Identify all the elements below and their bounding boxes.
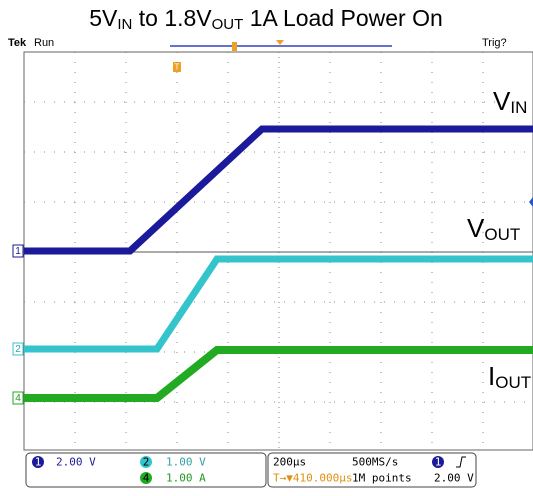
trigger-marker-box <box>173 62 181 72</box>
iout-trace <box>24 346 533 402</box>
trigger-source: 1 <box>435 456 442 469</box>
ch4-marker: 4 <box>15 393 21 404</box>
ch2-badge <box>140 456 152 468</box>
ch2-scale: 1.00 V <box>166 456 206 469</box>
ch2-marker-box <box>12 342 24 356</box>
trigger-source-badge <box>432 456 444 468</box>
trigger-position: T→▼410.000µs <box>273 472 352 485</box>
trigger-slope <box>456 456 466 468</box>
ch4-marker-box <box>12 391 24 405</box>
brand: Tek <box>8 37 27 49</box>
ch1-marker-box <box>12 244 24 258</box>
ch4-number: 4 <box>143 472 150 485</box>
trigger-state: Trig? <box>482 37 507 49</box>
ch4-badge <box>140 472 152 484</box>
run-state: Run <box>34 37 54 49</box>
ch1-scale: 2.00 V <box>56 456 96 469</box>
timebase: 200µs <box>273 456 306 469</box>
vout-trace <box>24 255 533 353</box>
trigger-marker: T <box>175 63 180 72</box>
readout: 1 2.00 V 2 1.00 V 4 1.00 A 200µs 500MS/s… <box>25 452 477 488</box>
ch4-scale: 1.00 A <box>166 472 206 485</box>
record-length: 1M points <box>352 472 412 485</box>
ch1-marker: 1 <box>15 246 21 257</box>
vout-label: VOUT <box>467 213 520 245</box>
view-marker <box>232 42 237 51</box>
trigger-arrow <box>276 40 284 45</box>
sample-rate: 500MS/s <box>352 456 398 469</box>
title: 5VIN to 1.8VOUT 1A Load Power On <box>89 5 443 33</box>
ch1-badge <box>32 456 44 468</box>
channel-box <box>25 452 267 488</box>
vin-label: VIN <box>493 86 527 118</box>
trigger-level-marker <box>529 197 533 207</box>
iout-label: IOUT <box>488 361 531 393</box>
time-box <box>267 452 477 488</box>
vin-trace <box>24 125 533 255</box>
ch2-number: 2 <box>143 456 150 469</box>
ch1-number: 1 <box>35 456 42 469</box>
trigger-level: 2.00 V <box>434 472 474 485</box>
ch2-marker: 2 <box>15 344 21 355</box>
